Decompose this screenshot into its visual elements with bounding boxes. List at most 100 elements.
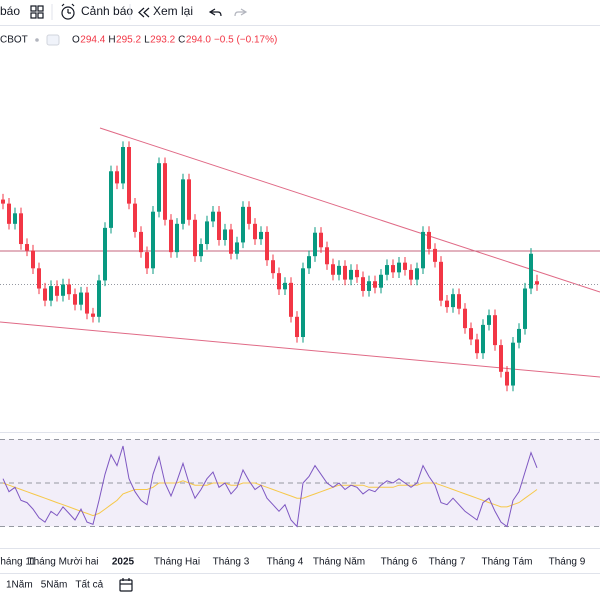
candle-body	[43, 288, 47, 301]
candle-body	[373, 281, 377, 288]
candle-body	[19, 213, 23, 245]
legend-value: 294.0	[186, 35, 211, 46]
candle-body	[493, 315, 497, 346]
x-tick-label: Tháng Tám	[482, 557, 533, 568]
candle-body	[415, 268, 419, 280]
candle-body	[163, 163, 167, 220]
candle-body	[265, 231, 269, 261]
candle-body	[523, 288, 527, 329]
trend-line[interactable]	[99, 127, 600, 293]
candle-body	[469, 328, 473, 340]
candle-body	[439, 261, 443, 301]
legend-change: −0.5 (−0.17%)	[214, 35, 277, 46]
indicators-button[interactable]: báo	[0, 4, 20, 18]
candle-body	[187, 179, 191, 220]
candle-body	[379, 274, 383, 288]
candle-body	[85, 292, 89, 314]
legend-value: 295.2	[116, 35, 141, 46]
candle-body	[421, 231, 425, 269]
legend-label: C	[178, 35, 185, 46]
rsi-line	[2, 445, 538, 528]
candle-body	[385, 265, 389, 275]
candle-body	[61, 284, 65, 296]
candle-body	[217, 211, 221, 240]
candle-body	[151, 211, 155, 269]
candle-body	[403, 262, 407, 270]
candle-body	[223, 229, 227, 240]
candle-body	[169, 219, 173, 253]
candle-body	[325, 247, 329, 265]
candle-body	[331, 264, 335, 275]
candle-body	[271, 260, 275, 274]
legend-label: O	[72, 35, 80, 46]
candle-body	[349, 269, 353, 280]
candle-body	[91, 313, 95, 317]
candle-body	[451, 294, 455, 308]
candle-body	[79, 292, 83, 305]
candle-body	[235, 242, 239, 254]
candle-body	[37, 268, 41, 289]
x-tick-label: Tháng Mười hai	[27, 557, 98, 568]
candle-body	[355, 269, 359, 278]
x-tick-label: Tháng 6	[381, 557, 418, 568]
range-button[interactable]: 1Năm	[6, 580, 33, 591]
layout-icon[interactable]	[30, 5, 44, 19]
candle-body	[193, 219, 197, 257]
candle-body	[253, 223, 257, 240]
candle-body	[505, 371, 509, 386]
x-tick-label: Tháng 4	[267, 557, 304, 568]
x-tick-label: Tháng 7	[429, 557, 466, 568]
candle-body	[397, 262, 401, 273]
candle-body	[511, 342, 515, 386]
candle-body	[121, 147, 125, 184]
redo-button[interactable]	[234, 8, 248, 17]
range-button[interactable]: Tất cả	[75, 579, 103, 591]
candle-body	[487, 315, 491, 325]
candle-body	[55, 286, 59, 296]
candle-body	[427, 231, 431, 249]
candle-body	[115, 171, 119, 184]
candle-body	[319, 232, 323, 248]
candle-body	[175, 223, 179, 253]
alerts-button[interactable]: Cảnh báo	[81, 4, 133, 18]
collapse-icon[interactable]	[46, 34, 60, 46]
candle-body	[229, 229, 233, 254]
candle-body	[535, 281, 539, 285]
candle-body	[67, 284, 71, 295]
trend-line[interactable]	[0, 321, 600, 378]
x-tick-label: Tháng Năm	[313, 557, 365, 568]
candle-body	[133, 203, 137, 232]
candle-body	[463, 308, 467, 329]
candle-body	[529, 253, 533, 289]
candle-body	[259, 231, 263, 240]
candle-body	[475, 339, 479, 354]
candle-body	[145, 252, 149, 269]
range-button[interactable]: 5Năm	[41, 580, 68, 591]
x-tick-label: Tháng 3	[213, 557, 250, 568]
candle-body	[301, 268, 305, 338]
candle-body	[391, 265, 395, 273]
x-tick-label: Tháng 11	[0, 557, 36, 568]
candle-body	[367, 281, 371, 291]
legend-value: 293.2	[150, 35, 175, 46]
candle-body	[499, 345, 503, 372]
alert-icon[interactable]	[61, 3, 75, 20]
candle-body	[313, 232, 317, 257]
symbol: CBOT	[0, 35, 28, 46]
undo-button[interactable]	[208, 8, 222, 17]
candle-body	[409, 269, 413, 280]
x-tick-label: Tháng 9	[549, 557, 586, 568]
status-dot	[35, 38, 39, 42]
candle-body	[25, 244, 29, 251]
candle-body	[157, 163, 161, 212]
candle-body	[13, 213, 17, 224]
candle-body	[205, 221, 209, 245]
replay-button[interactable]: Xem lại	[153, 4, 193, 18]
replay-icon[interactable]	[138, 7, 150, 18]
legend: CBOT O 294.4 H 295.2 L 293.2 C 294.0 −0.5 (−0.17…	[0, 34, 277, 46]
candle-body	[277, 273, 281, 290]
candle-body	[289, 282, 293, 317]
calendar-icon[interactable]	[119, 578, 133, 592]
candle-body	[337, 265, 341, 275]
